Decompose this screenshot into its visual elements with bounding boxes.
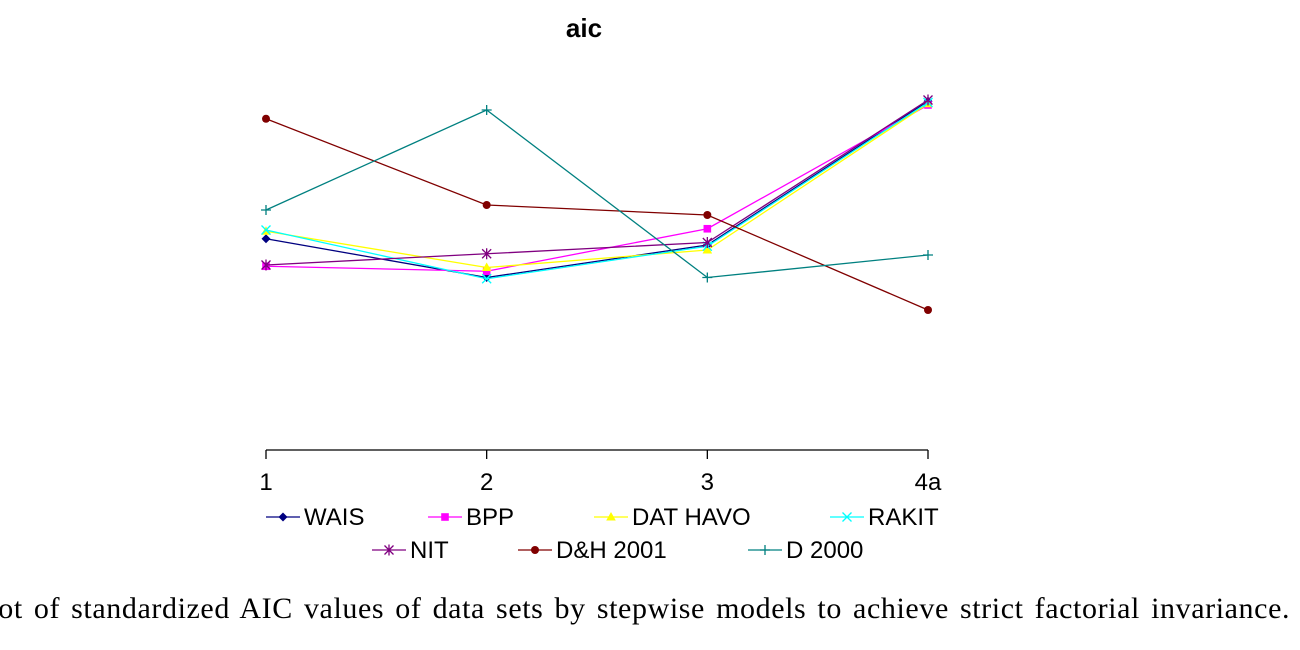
data-point (924, 306, 932, 314)
data-point (481, 105, 492, 115)
series-line (265, 101, 929, 280)
series-dandh-2001 (262, 114, 932, 314)
legend-marker (278, 512, 288, 522)
data-point (261, 259, 271, 271)
data-point (702, 272, 713, 283)
chart-title: aic (566, 13, 602, 43)
data-point (481, 273, 492, 284)
series-line (265, 99, 929, 266)
series-line (265, 109, 929, 279)
series-wais (261, 96, 933, 282)
legend-item-dat-havo: DAT HAVO (594, 504, 751, 531)
legend-marker (441, 513, 449, 521)
data-point (482, 273, 492, 282)
data-point (261, 234, 271, 244)
legend-item-nit: NIT (372, 537, 449, 564)
legend-label: BPP (466, 504, 514, 531)
series-group (261, 94, 933, 314)
legend-label: WAIS (304, 504, 364, 531)
series-bpp (262, 101, 932, 276)
data-point (702, 245, 713, 254)
data-point (481, 248, 492, 260)
legend: WAIS BPP DAT HAVO RAKIT NIT D&H 2001 D 2000 (266, 504, 939, 564)
figure-caption: Plot of standardized AIC values of data … (0, 592, 1291, 625)
legend-label: NIT (410, 537, 449, 564)
legend-marker (842, 512, 852, 522)
series-line (265, 103, 929, 269)
series-dat-havo (261, 98, 933, 271)
data-point (703, 211, 712, 219)
data-point (923, 250, 933, 260)
data-point (702, 237, 713, 248)
legend-label: DAT HAVO (632, 504, 751, 531)
line-chart: aic 1 2 3 4a WAIS BPP DAT HAVO RAKIT NIT D&H 200… (259, 13, 942, 564)
legend-marker (760, 545, 770, 555)
series-nit (261, 94, 933, 271)
legend-label: D 2000 (786, 537, 863, 564)
data-point (923, 94, 933, 106)
legend-item-wais: WAIS (266, 504, 364, 531)
data-point (481, 262, 492, 271)
data-point (703, 224, 712, 233)
x-tick-label: 4a (915, 469, 942, 496)
data-point (482, 201, 491, 209)
series-line (265, 104, 929, 272)
legend-label: RAKIT (868, 504, 939, 531)
data-point (262, 114, 270, 123)
x-tick-label: 1 (259, 469, 272, 496)
legend-marker (384, 544, 394, 556)
data-point (482, 267, 491, 276)
legend-item-d-2000: D 2000 (748, 537, 863, 564)
legend-item-bpp: BPP (428, 504, 514, 531)
x-tick-label: 2 (480, 469, 493, 496)
legend-item-rakit: RAKIT (830, 504, 939, 531)
series-line (265, 118, 929, 311)
x-axis: 1 2 3 4a (259, 449, 942, 496)
x-tick-label: 3 (701, 469, 714, 496)
legend-marker (606, 512, 616, 521)
legend-marker (531, 546, 539, 554)
data-point (261, 205, 271, 215)
legend-item-dandh-2001: D&H 2001 (518, 537, 667, 564)
series-line (265, 100, 929, 279)
data-point (261, 225, 271, 235)
series-d-2000 (261, 105, 933, 283)
legend-label: D&H 2001 (556, 537, 667, 564)
